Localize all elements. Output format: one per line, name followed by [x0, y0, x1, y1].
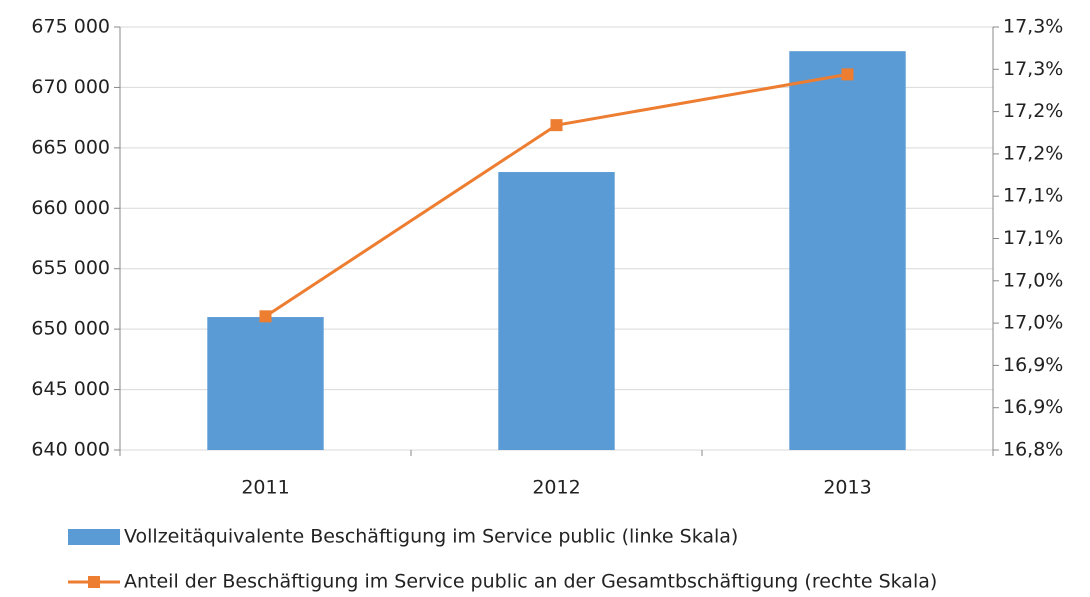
y2-tick-label: 16,9% [1003, 354, 1063, 376]
y-tick-label: 650 000 [31, 318, 110, 340]
x-tick-label: 2011 [241, 477, 289, 499]
y-tick-label: 660 000 [31, 197, 110, 219]
x-tick-label: 2012 [532, 477, 580, 499]
y-tick-label: 670 000 [31, 76, 110, 98]
legend-label: Anteil der Beschäftigung im Service publ… [124, 571, 937, 593]
y2-tick-label: 17,1% [1003, 227, 1063, 249]
legend-label: Vollzeitäquivalente Beschäftigung im Ser… [124, 526, 738, 548]
marker [550, 119, 563, 132]
marker [841, 68, 854, 81]
bar [207, 317, 324, 450]
y2-tick-label: 17,0% [1003, 269, 1063, 291]
y-tick-label: 640 000 [31, 439, 110, 461]
y-tick-label: 655 000 [31, 257, 110, 279]
y2-tick-label: 17,3% [1003, 16, 1063, 38]
y-tick-label: 665 000 [31, 136, 110, 158]
y2-tick-label: 17,0% [1003, 312, 1063, 334]
legend-swatch [68, 529, 120, 545]
y-tick-label: 675 000 [31, 16, 110, 38]
y2-tick-label: 16,8% [1003, 439, 1063, 461]
y2-tick-label: 17,1% [1003, 185, 1063, 207]
marker [259, 310, 272, 323]
y2-tick-label: 17,2% [1003, 142, 1063, 164]
bar [498, 172, 615, 450]
y2-tick-label: 17,3% [1003, 58, 1063, 80]
y2-tick-label: 17,2% [1003, 100, 1063, 122]
y2-tick-label: 16,9% [1003, 396, 1063, 418]
x-tick-label: 2013 [823, 477, 871, 499]
y-tick-label: 645 000 [31, 378, 110, 400]
bar [789, 51, 906, 451]
legend-marker [88, 576, 100, 588]
